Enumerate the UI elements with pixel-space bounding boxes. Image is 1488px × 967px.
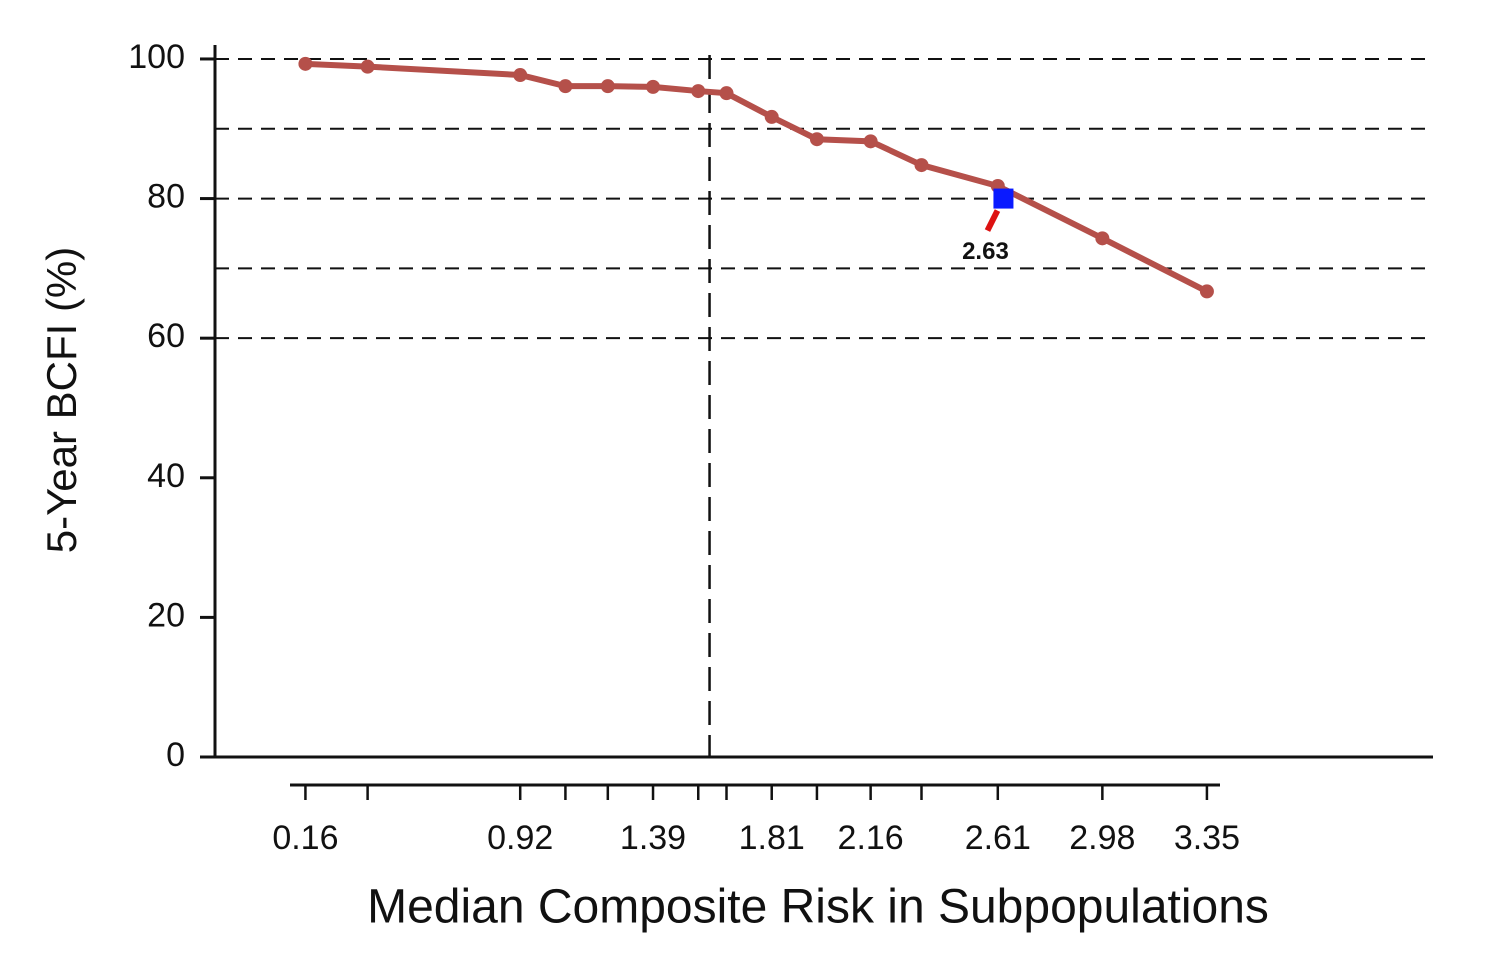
y-tick-label: 0 xyxy=(166,736,185,774)
x-tick-label: 0.16 xyxy=(272,819,338,857)
x-tick-label: 1.81 xyxy=(739,819,805,857)
x-tick-label: 3.35 xyxy=(1174,819,1240,857)
x-tick-label: 2.98 xyxy=(1069,819,1135,857)
point xyxy=(1095,231,1110,246)
y-axis-title: 5-Year BCFI (%) xyxy=(38,247,85,554)
point xyxy=(558,79,573,94)
point xyxy=(764,109,779,124)
marker xyxy=(993,188,1014,209)
x-tick-label: 2.16 xyxy=(838,819,904,857)
marker-pointer xyxy=(984,209,1001,232)
point xyxy=(691,84,706,99)
point xyxy=(600,79,615,94)
x-tick-label: 2.61 xyxy=(965,819,1031,857)
y-tick-label: 80 xyxy=(147,178,185,216)
point xyxy=(1199,284,1214,299)
y-tick-label: 20 xyxy=(147,596,185,634)
x-tick-label: 0.92 xyxy=(487,819,553,857)
point xyxy=(646,79,661,94)
x-axis-title: Median Composite Risk in Subpopulations xyxy=(367,881,1269,934)
x-tick-label: 1.39 xyxy=(620,819,686,857)
y-tick-label: 40 xyxy=(147,457,185,495)
point xyxy=(863,134,878,149)
series-line xyxy=(305,60,1209,295)
marker-label: 2.63 xyxy=(962,238,1009,265)
y-tick-label: 100 xyxy=(128,38,185,76)
point xyxy=(513,68,528,83)
point xyxy=(719,86,734,101)
y-tick-label: 60 xyxy=(147,317,185,355)
point xyxy=(360,59,375,74)
point xyxy=(809,132,824,147)
point xyxy=(298,56,313,71)
point xyxy=(914,158,929,173)
